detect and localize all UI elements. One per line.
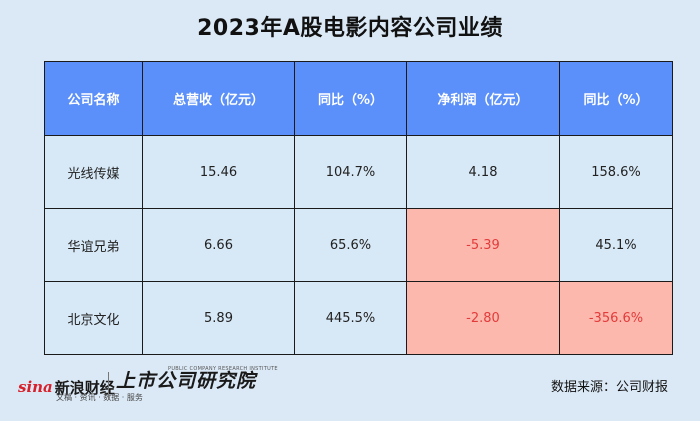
data-source: 数据来源：公司财报 — [550, 380, 668, 395]
sina-finance-name: 新浪财经 — [54, 378, 115, 397]
table-row: 华谊兄弟 6.66 65.6% -5.39 45.1% — [44, 208, 673, 282]
header-profit-yoy: 同比（%） — [559, 61, 673, 136]
header-revenue-yoy: 同比（%） — [294, 61, 407, 136]
cell-revenue-yoy: 65.6% — [294, 208, 407, 282]
cell-company: 光线传媒 — [44, 135, 143, 209]
logo-divider — [108, 372, 109, 400]
cell-revenue-yoy: 104.7% — [294, 135, 407, 209]
header-company: 公司名称 — [44, 61, 143, 136]
cell-net-profit: 4.18 — [406, 135, 560, 209]
header-revenue: 总营收（亿元） — [142, 61, 295, 136]
cell-revenue-yoy: 445.5% — [294, 281, 407, 355]
cell-revenue: 6.66 — [142, 208, 295, 282]
page-title: 2023年A股电影内容公司业绩 — [197, 16, 503, 41]
cell-profit-yoy: -356.6% — [559, 281, 673, 355]
cell-revenue: 5.89 — [142, 281, 295, 355]
cell-net-profit: -2.80 — [406, 281, 560, 355]
table-header-row: 公司名称 总营收（亿元） 同比（%） 净利润（亿元） 同比（%） — [44, 61, 673, 136]
cell-company: 北京文化 — [44, 281, 143, 355]
cell-profit-yoy: 45.1% — [559, 208, 673, 282]
research-institute-name: 上市公司研究院 — [116, 370, 257, 392]
cell-profit-yoy: 158.6% — [559, 135, 673, 209]
cell-company: 华谊兄弟 — [44, 208, 143, 282]
sina-mark: sina — [18, 378, 53, 396]
cell-revenue: 15.46 — [142, 135, 295, 209]
performance-table: 公司名称 总营收（亿元） 同比（%） 净利润（亿元） 同比（%） 光线传媒 15… — [44, 61, 673, 355]
table-row: 光线传媒 15.46 104.7% 4.18 158.6% — [44, 135, 673, 209]
header-net-profit: 净利润（亿元） — [406, 61, 560, 136]
research-institute-logo: 上市公司研究院 PUBLIC COMPANY RESEARCH INSTITUT… — [116, 366, 278, 393]
sina-finance-logo: sina 新浪财经 — [18, 367, 115, 407]
table-row: 北京文化 5.89 445.5% -2.80 -356.6% — [44, 281, 673, 355]
research-institute-en: PUBLIC COMPANY RESEARCH INSTITUTE — [168, 366, 278, 372]
sina-finance-tagline: 文稿 · 资讯 · 数据 · 服务 — [56, 393, 143, 402]
cell-net-profit: -5.39 — [406, 208, 560, 282]
